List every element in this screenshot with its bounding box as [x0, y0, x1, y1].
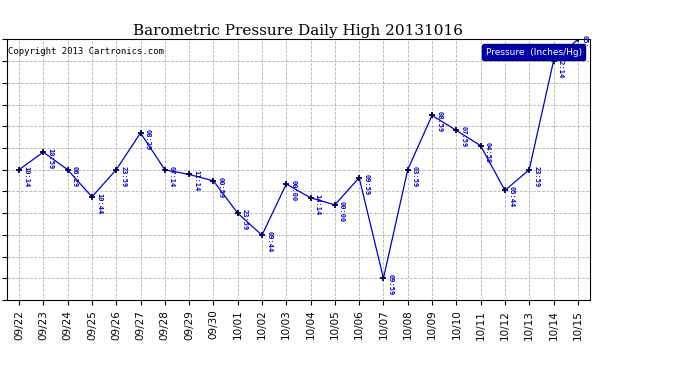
Legend: Pressure  (Inches/Hg): Pressure (Inches/Hg) — [482, 44, 585, 60]
Text: 08:29: 08:29 — [145, 129, 150, 150]
Text: 03:59: 03:59 — [412, 165, 418, 187]
Text: 09:44: 09:44 — [266, 231, 272, 252]
Text: 10:59: 10:59 — [48, 148, 54, 169]
Text: 05:44: 05:44 — [509, 186, 515, 207]
Text: 10:44: 10:44 — [96, 193, 102, 214]
Text: 06:29: 06:29 — [72, 165, 78, 187]
Text: 00:00: 00:00 — [339, 201, 345, 222]
Text: 07:14: 07:14 — [169, 165, 175, 187]
Text: 23:59: 23:59 — [533, 165, 540, 187]
Text: 23:59: 23:59 — [242, 209, 248, 230]
Text: 09:59: 09:59 — [364, 174, 369, 195]
Text: 04:59: 04:59 — [485, 142, 491, 163]
Text: 00:00: 00:00 — [290, 180, 297, 201]
Text: 08:59: 08:59 — [436, 111, 442, 132]
Text: 14:14: 14:14 — [315, 194, 321, 215]
Text: Copyright 2013 Cartronics.com: Copyright 2013 Cartronics.com — [8, 47, 164, 56]
Text: 09:59: 09:59 — [388, 274, 393, 296]
Text: 23:59: 23:59 — [120, 165, 126, 187]
Text: 00:59: 00:59 — [217, 177, 224, 198]
Text: 05:: 05: — [582, 35, 588, 48]
Text: 11:14: 11:14 — [193, 170, 199, 192]
Text: 10:14: 10:14 — [23, 165, 29, 187]
Text: 22:14: 22:14 — [558, 57, 564, 78]
Text: 07:59: 07:59 — [460, 126, 466, 147]
Title: Barometric Pressure Daily High 20131016: Barometric Pressure Daily High 20131016 — [133, 24, 464, 38]
